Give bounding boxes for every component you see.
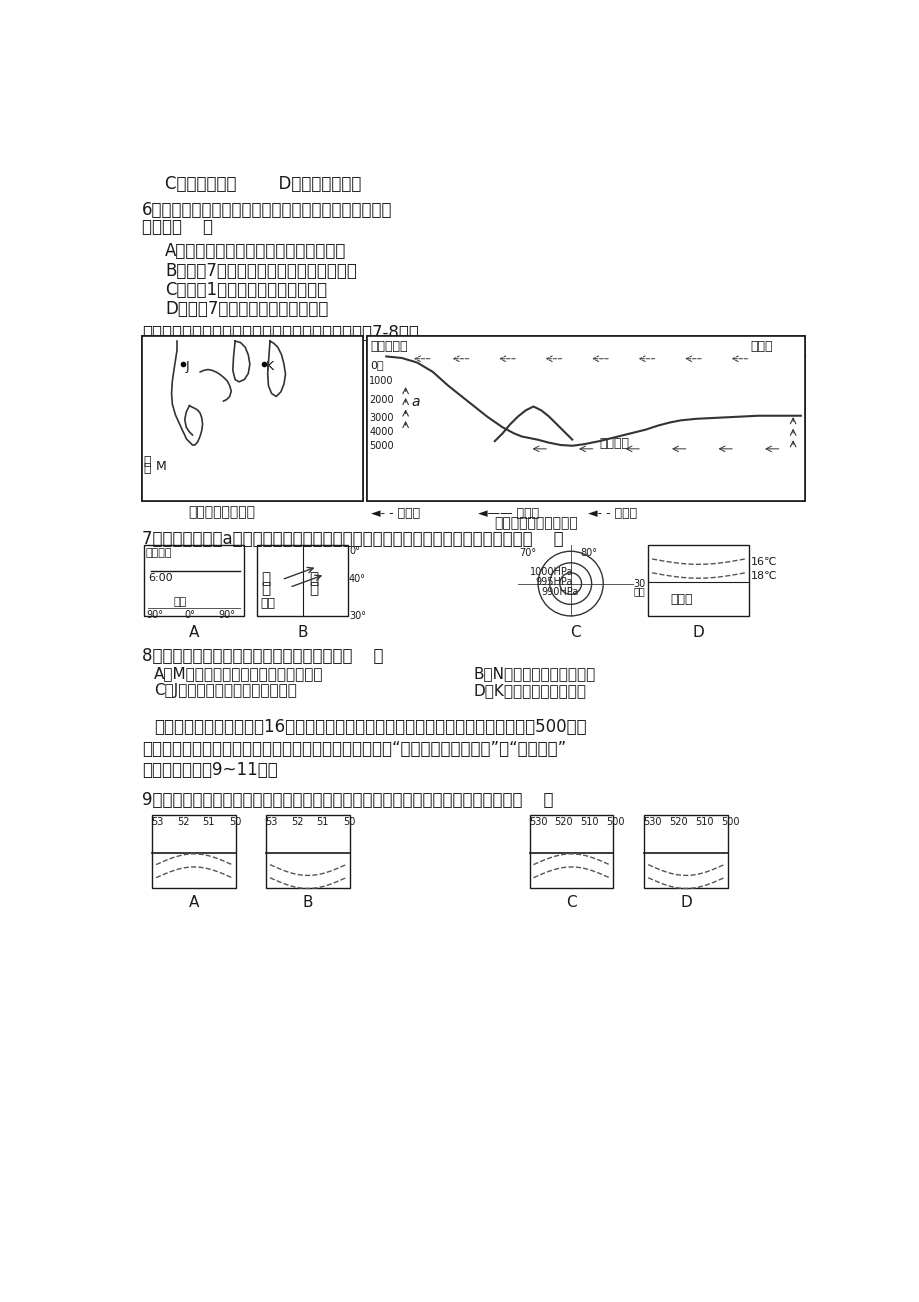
Text: 赤: 赤 xyxy=(143,454,151,467)
Text: D．乙河7月为汛期，受西风带控制: D．乙河7月为汛期，受西风带控制 xyxy=(165,301,328,318)
Text: 53: 53 xyxy=(265,816,278,827)
Text: A．M地区的自然带呼现地带性分布规律: A．M地区的自然带呼现地带性分布规律 xyxy=(153,667,323,681)
Bar xyxy=(367,336,804,501)
Bar xyxy=(152,815,235,888)
Text: 陆: 陆 xyxy=(309,572,318,586)
Text: 50: 50 xyxy=(229,816,241,827)
Text: 印度洋沿赤道纵剖面图: 印度洋沿赤道纵剖面图 xyxy=(494,517,578,531)
Text: 50: 50 xyxy=(343,816,355,827)
Text: 90°: 90° xyxy=(146,609,163,620)
Text: A: A xyxy=(188,896,199,910)
Text: 520: 520 xyxy=(668,816,687,827)
Text: 海底地形: 海底地形 xyxy=(598,437,629,450)
Text: 立方米。形成黄河水沙极不平衡，使黄河下游河道不断向“槽高、滩低、堤根洼”的“二级悬河”: 立方米。形成黄河水沙极不平衡，使黄河下游河道不断向“槽高、滩低、堤根洼”的“二级… xyxy=(142,740,566,758)
Text: 非洲东海岸: 非洲东海岸 xyxy=(370,340,408,353)
Text: 5000: 5000 xyxy=(369,441,393,450)
Text: 6．对于乙河流量大小及影响乙河流量原因的组合叙述正: 6．对于乙河流量大小及影响乙河流量原因的组合叙述正 xyxy=(142,201,392,219)
Text: C: C xyxy=(570,625,580,641)
Text: 51: 51 xyxy=(316,816,328,827)
Text: M: M xyxy=(155,460,165,473)
Bar xyxy=(144,546,244,616)
Text: 0米: 0米 xyxy=(370,361,384,370)
Text: 黄河多年平均年输沙量达16亿吴，居世界大江大河之冠，而黄河多年平均径流量仅为500多亿: 黄河多年平均年输沙量达16亿吴，居世界大江大河之冠，而黄河多年平均径流量仅为50… xyxy=(153,719,585,737)
Text: 52: 52 xyxy=(290,816,303,827)
Text: C．J地区分布有大面积的热带荒漠: C．J地区分布有大面积的热带荒漠 xyxy=(153,684,296,698)
Text: 990HPa: 990HPa xyxy=(540,587,578,596)
Text: D．K地区为热带草原气候: D．K地区为热带草原气候 xyxy=(472,684,585,698)
Text: 3000: 3000 xyxy=(369,413,393,423)
Text: 70°: 70° xyxy=(519,548,536,559)
Text: J: J xyxy=(186,359,189,372)
Text: 日出时刻: 日出时刻 xyxy=(146,548,173,559)
Text: 海平面: 海平面 xyxy=(750,340,772,353)
Text: B: B xyxy=(302,896,312,910)
Bar xyxy=(256,546,348,616)
Text: C．地中海气候        D．热带沙漠气候: C．地中海气候 D．热带沙漠气候 xyxy=(165,176,361,194)
Text: ◄- - 表层流: ◄- - 表层流 xyxy=(370,506,419,519)
Text: B．乙河7月为枯水期，受副热带高压控制: B．乙河7月为枯水期，受副热带高压控制 xyxy=(165,262,357,280)
Text: 太平洋: 太平洋 xyxy=(669,592,692,605)
Bar xyxy=(142,336,363,501)
Text: 0°: 0° xyxy=(348,546,359,556)
Text: 世界某区域示意图: 世界某区域示意图 xyxy=(188,505,255,519)
Text: 纬度: 纬度 xyxy=(174,598,187,608)
Text: 北纬: 北纬 xyxy=(633,586,644,596)
Text: 1000: 1000 xyxy=(369,376,393,385)
Text: B．N地区处在板块消亡边界: B．N地区处在板块消亡边界 xyxy=(472,667,595,681)
Text: 2000: 2000 xyxy=(369,395,393,405)
Text: 1000HPa: 1000HPa xyxy=(529,566,573,577)
Text: 8．关于下列地区地理特征的叙述，正确的是（    ）: 8．关于下列地区地理特征的叙述，正确的是（ ） xyxy=(142,647,383,665)
Text: D: D xyxy=(679,896,691,910)
Text: 30°: 30° xyxy=(348,611,366,621)
Text: 6:00: 6:00 xyxy=(148,573,173,583)
Text: 500: 500 xyxy=(606,816,624,827)
Text: 51: 51 xyxy=(202,816,215,827)
Text: a: a xyxy=(411,395,419,409)
Text: 530: 530 xyxy=(528,816,547,827)
Bar xyxy=(648,546,748,616)
Text: 4000: 4000 xyxy=(369,427,393,437)
Text: 地: 地 xyxy=(309,581,318,596)
Text: K: K xyxy=(266,359,274,372)
Text: 53: 53 xyxy=(152,816,164,827)
Text: 海: 海 xyxy=(261,572,270,586)
Text: 500: 500 xyxy=(720,816,739,827)
Text: B: B xyxy=(297,625,308,641)
Text: 520: 520 xyxy=(554,816,573,827)
Text: 530: 530 xyxy=(643,816,662,827)
Text: 确的是（    ）: 确的是（ ） xyxy=(142,217,213,236)
Text: A．乙河全年流量稳定，受降水影响很小: A．乙河全年流量稳定，受降水影响很小 xyxy=(165,242,346,260)
Text: 16℃: 16℃ xyxy=(750,557,777,568)
Text: ◄- - 上升流: ◄- - 上升流 xyxy=(587,506,636,519)
Text: 30: 30 xyxy=(633,579,645,589)
Text: 90°: 90° xyxy=(219,609,235,620)
Text: 510: 510 xyxy=(579,816,598,827)
Text: 80°: 80° xyxy=(579,548,596,559)
Text: C．乙河1月为汛期，受西风带控制: C．乙河1月为汛期，受西风带控制 xyxy=(165,281,327,299)
Bar xyxy=(367,336,804,501)
Text: C: C xyxy=(565,896,576,910)
Text: D: D xyxy=(692,625,704,641)
Text: 40°: 40° xyxy=(348,574,366,585)
Text: 道: 道 xyxy=(143,462,151,475)
Text: 9．下列四幅图中，可表示黄河下游的是（实线为河流，虚线为潜水线，单位：米）（    ）: 9．下列四幅图中，可表示黄河下游的是（实线为河流，虚线为潜水线，单位：米）（ ） xyxy=(142,792,553,810)
Bar xyxy=(529,815,613,888)
Bar xyxy=(266,815,349,888)
Text: 0°: 0° xyxy=(185,609,196,620)
Text: 52: 52 xyxy=(176,816,189,827)
Text: A: A xyxy=(188,625,199,641)
Bar xyxy=(142,336,363,501)
Text: 18℃: 18℃ xyxy=(750,572,777,581)
Text: 风向: 风向 xyxy=(260,598,275,611)
Bar xyxy=(643,815,727,888)
Text: 510: 510 xyxy=(694,816,712,827)
Text: 洋: 洋 xyxy=(261,581,270,596)
Text: 995HPa: 995HPa xyxy=(535,577,572,587)
Text: ◄—— 底层流: ◄—— 底层流 xyxy=(477,506,539,519)
Text: 读世界某区域示意图及印度洋沿赤道纵剖面图，回箔7-8题。: 读世界某区域示意图及印度洋沿赤道纵剖面图，回箔7-8题。 xyxy=(142,324,418,342)
Text: 7．当上面右图中a处的上升流最强烈时，下列四幅图中能反映北印度洋地区季节的是（    ）: 7．当上面右图中a处的上升流最强烈时，下列四幅图中能反映北印度洋地区季节的是（ … xyxy=(142,530,563,548)
Text: 发展。据此回算9~11题。: 发展。据此回算9~11题。 xyxy=(142,762,278,780)
